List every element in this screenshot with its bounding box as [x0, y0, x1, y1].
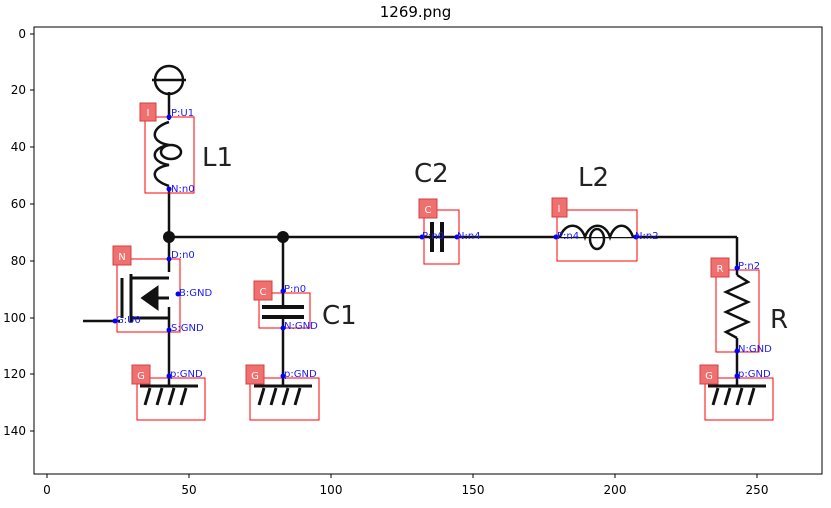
pin-label: p:GND [170, 369, 203, 380]
class-tag-text: C [260, 287, 267, 298]
x-tick-label: 100 [320, 483, 343, 497]
y-tick-label: 100 [3, 311, 26, 325]
class-tag [551, 197, 568, 218]
detection-box-g1 [136, 377, 206, 421]
y-tick-label: 20 [11, 83, 26, 97]
y-tick-label: 40 [11, 140, 26, 154]
y-axis: 0 20 40 60 80 100 120 140 [3, 27, 34, 438]
source-symbol [152, 64, 186, 96]
pin-label: S:GND [171, 323, 204, 334]
class-tag-text: G [251, 371, 259, 382]
pin-label: P:n4 [557, 231, 579, 242]
mosfet-symbol [120, 274, 169, 322]
ground-symbol [140, 384, 198, 406]
class-tag-text: C [425, 205, 432, 216]
class-tag [139, 102, 157, 122]
class-tag-text: R [717, 264, 724, 275]
pin-label: P:n0 [422, 231, 444, 242]
component-label-r: R [770, 305, 788, 335]
class-tag [710, 257, 730, 278]
resistor-r [722, 273, 752, 340]
pin-label: N:GND [738, 344, 772, 355]
component-label-c1: C1 [322, 301, 357, 331]
y-tick-label: 80 [11, 254, 26, 268]
pin-label: p:GND [738, 369, 771, 380]
pin-label: N:n4 [457, 231, 481, 242]
junction-dot [277, 231, 289, 243]
y-tick-label: 120 [3, 367, 26, 381]
ground-symbol [708, 384, 766, 406]
pin-label: N:GND [284, 321, 318, 332]
y-tick-label: 0 [18, 27, 26, 41]
x-axis: 0 50 100 150 200 250 [43, 474, 768, 497]
pin-label: P:n2 [738, 261, 760, 272]
capacitor-c1 [262, 305, 304, 319]
pin-label: G:U0 [116, 315, 141, 326]
inductor-l1 [153, 120, 183, 188]
pin-label: N:n2 [635, 231, 659, 242]
figure-title: 1269.png [379, 3, 452, 21]
pin-label: P:U1 [171, 108, 194, 119]
x-tick-label: 150 [462, 483, 485, 497]
class-tag-text: I [558, 204, 561, 215]
class-tag [245, 364, 265, 385]
component-label-c2: C2 [414, 159, 449, 189]
capacitor-c2 [430, 222, 444, 252]
class-tag-text: G [705, 371, 713, 382]
junction-dot [163, 231, 175, 243]
class-tag [699, 364, 719, 385]
y-tick-label: 60 [11, 197, 26, 211]
component-label-l2: L2 [578, 163, 609, 193]
y-tick-label: 140 [3, 424, 26, 438]
ground-symbol [254, 384, 312, 406]
class-tag [418, 198, 438, 219]
class-tag [112, 245, 132, 266]
component-label-l1: L1 [202, 143, 233, 173]
pin-label: N:n0 [171, 184, 195, 195]
class-tag-text: I [147, 108, 150, 119]
x-tick-label: 50 [181, 483, 196, 497]
pin-label: D:n0 [171, 250, 195, 261]
class-tag [131, 364, 151, 385]
class-tag-text: G [137, 371, 145, 382]
pin-label: p:GND [284, 369, 317, 380]
pin-dots [112, 114, 740, 379]
axes-frame [33, 26, 823, 475]
x-tick-label: 200 [604, 483, 627, 497]
detection-box-g3 [704, 377, 774, 421]
class-tag [253, 280, 273, 301]
inductor-l2 [558, 224, 635, 251]
pin-label: P:n0 [284, 284, 306, 295]
x-tick-label: 250 [746, 483, 769, 497]
class-tag-text: N [118, 252, 125, 263]
pin-label: B:GND [179, 288, 212, 299]
x-tick-label: 0 [43, 483, 51, 497]
